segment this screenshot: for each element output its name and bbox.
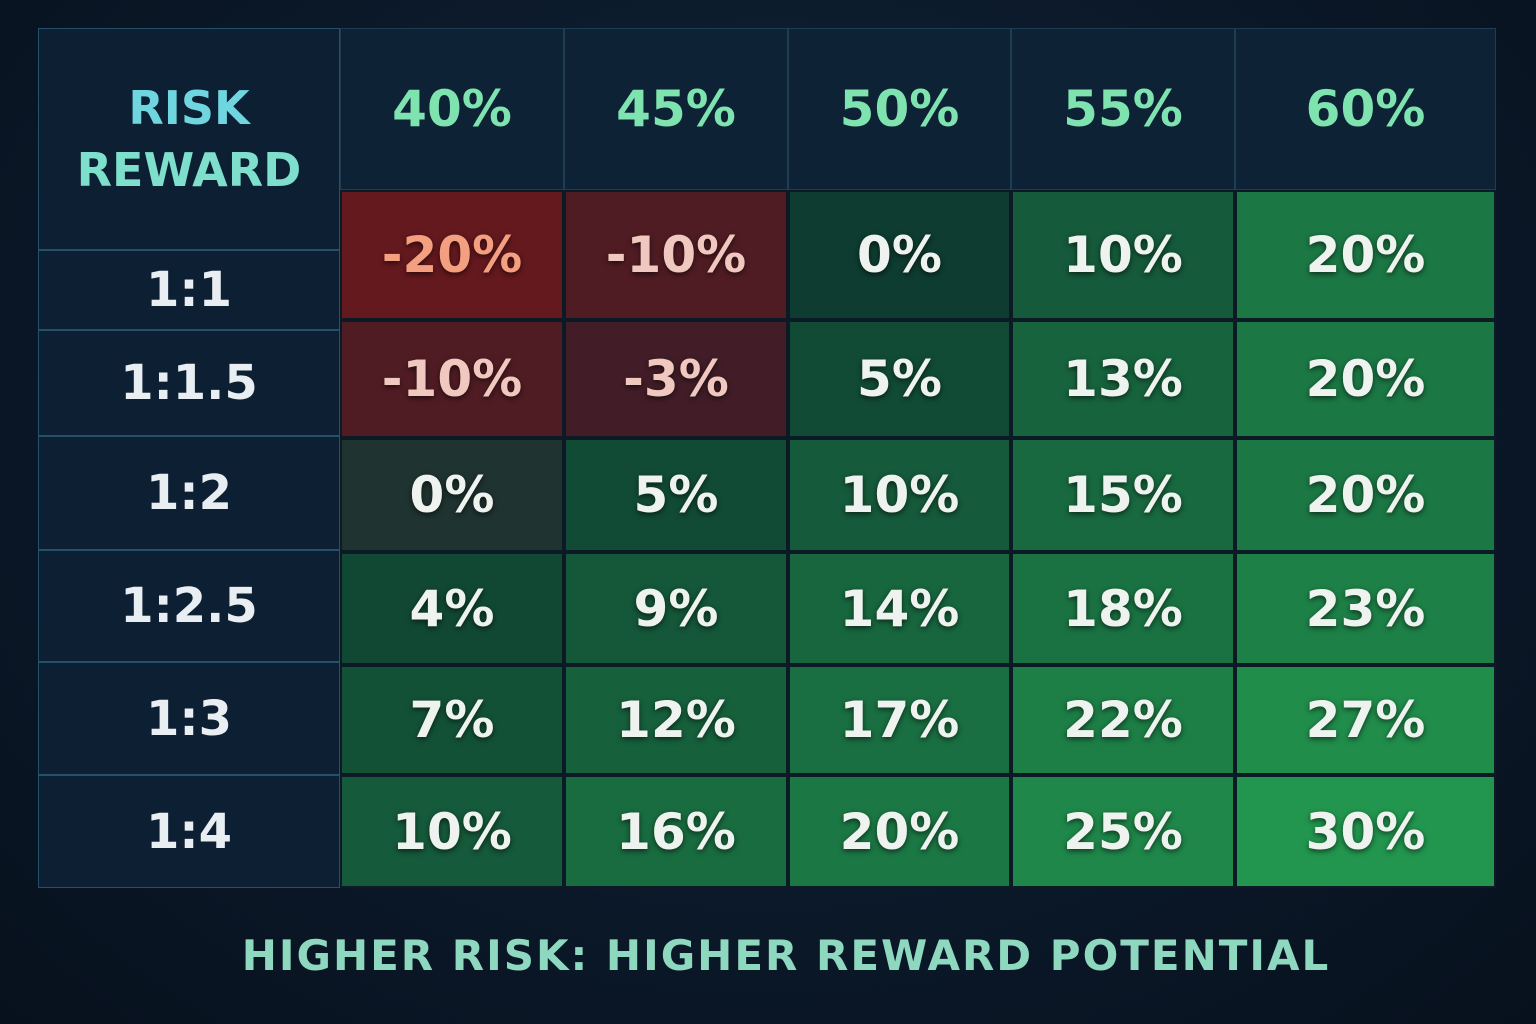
value-cell: 27% [1235,665,1496,775]
value-cell: 20% [1235,190,1496,320]
value-cell: 0% [340,438,564,552]
value-cell: -10% [340,320,564,438]
value-cell: 16% [564,775,788,888]
value-cell: 4% [340,552,564,665]
corner-line: REWARD [76,143,302,197]
row-label: 1:4 [38,775,340,888]
value-cell: 18% [1011,552,1235,665]
value-cell: 30% [1235,775,1496,888]
column-header: 45% [564,28,788,190]
row-label: 1:2.5 [38,550,340,662]
value-cell: 15% [1011,438,1235,552]
value-cell: 10% [340,775,564,888]
corner-header: RISK REWARD [38,28,340,250]
value-cell: 25% [1011,775,1235,888]
value-cell: -3% [564,320,788,438]
value-cell: 0% [788,190,1011,320]
value-cell: 7% [340,665,564,775]
value-cell: -10% [564,190,788,320]
row-label: 1:2 [38,436,340,550]
column-header: 60% [1235,28,1496,190]
column-header: 50% [788,28,1011,190]
value-cell: 10% [788,438,1011,552]
row-label: 1:3 [38,662,340,775]
value-cell: 5% [788,320,1011,438]
row-label: 1:1.5 [38,330,340,436]
column-header: 55% [1011,28,1235,190]
value-cell: 12% [564,665,788,775]
value-cell: 20% [788,775,1011,888]
value-cell: 17% [788,665,1011,775]
value-cell: 5% [564,438,788,552]
value-cell: 23% [1235,552,1496,665]
corner-line: RISK [128,81,250,135]
value-cell: 20% [1235,320,1496,438]
value-cell: 14% [788,552,1011,665]
value-cell: 10% [1011,190,1235,320]
column-header: 40% [340,28,564,190]
value-cell: 20% [1235,438,1496,552]
footer: HIGHER RISK: HIGHER REWARD POTENTIAL [241,930,1331,980]
value-cell: 13% [1011,320,1235,438]
value-cell: -20% [340,190,564,320]
row-label: 1:1 [38,250,340,330]
value-cell: 9% [564,552,788,665]
value-cell: 22% [1011,665,1235,775]
